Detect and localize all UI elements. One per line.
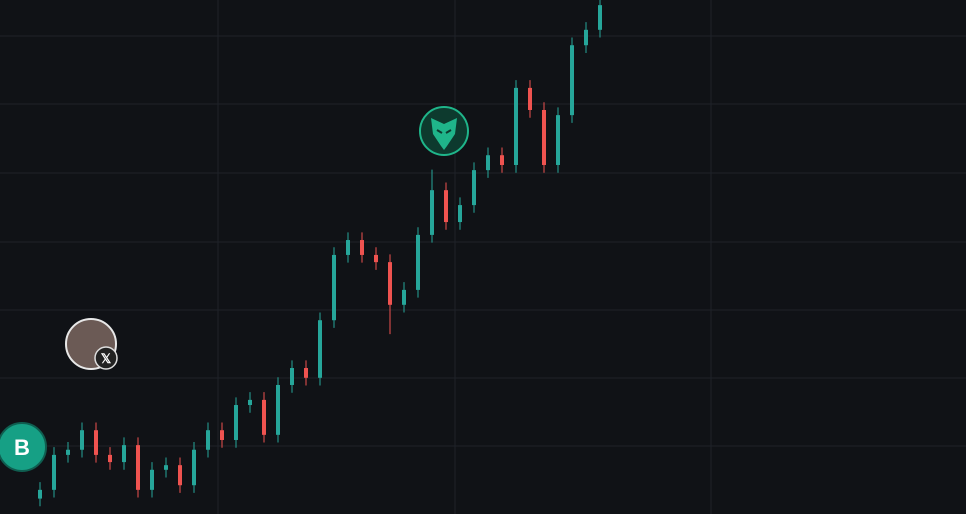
candle-body (94, 430, 98, 455)
b-label: B (14, 435, 30, 460)
candle-body (150, 469, 154, 490)
candle-body (528, 87, 532, 110)
candle-body (556, 115, 560, 165)
candles (38, 0, 602, 507)
badge (94, 346, 118, 370)
candle-body (304, 368, 308, 378)
candle-body (416, 234, 420, 290)
candle-body (514, 87, 518, 165)
candle-body (444, 190, 448, 223)
candle-body (262, 399, 266, 435)
candle-body (80, 430, 84, 450)
candle-body (38, 489, 42, 499)
candle-body (584, 29, 588, 46)
candle-body (332, 254, 336, 321)
candle-body (290, 368, 294, 385)
avatar-marker[interactable]: 𝕏 (65, 318, 118, 370)
candle-body (220, 430, 224, 440)
candle-body (360, 240, 364, 255)
candle-body (500, 155, 504, 165)
candle-body (178, 465, 182, 486)
candle-body (346, 240, 350, 255)
candle-body (388, 262, 392, 305)
candle-body (52, 454, 56, 490)
eagle-marker[interactable] (419, 106, 469, 156)
candle-body (542, 109, 546, 165)
candle-body (66, 449, 70, 455)
candle-body (430, 190, 434, 235)
candle-body (164, 465, 168, 470)
eagle-icon (431, 118, 457, 150)
b-marker[interactable]: B (0, 422, 47, 472)
eagle-eyes (436, 129, 452, 134)
candle-body (122, 445, 126, 463)
candle-body (598, 5, 602, 30)
candle-body (318, 320, 322, 378)
b-circle (0, 422, 47, 472)
candle-body (234, 405, 238, 440)
candle-body (402, 289, 406, 305)
candle-body (108, 454, 112, 463)
candle-body (206, 430, 210, 450)
candle-body (458, 205, 462, 223)
candle-body (486, 155, 490, 171)
candle-body (192, 449, 196, 486)
candle-body (374, 254, 378, 263)
candle-body (136, 445, 140, 490)
candle-body (472, 170, 476, 206)
x-badge: 𝕏 (101, 351, 112, 366)
candle-body (248, 399, 252, 406)
candle-body (276, 384, 280, 435)
candle-body (570, 45, 574, 116)
